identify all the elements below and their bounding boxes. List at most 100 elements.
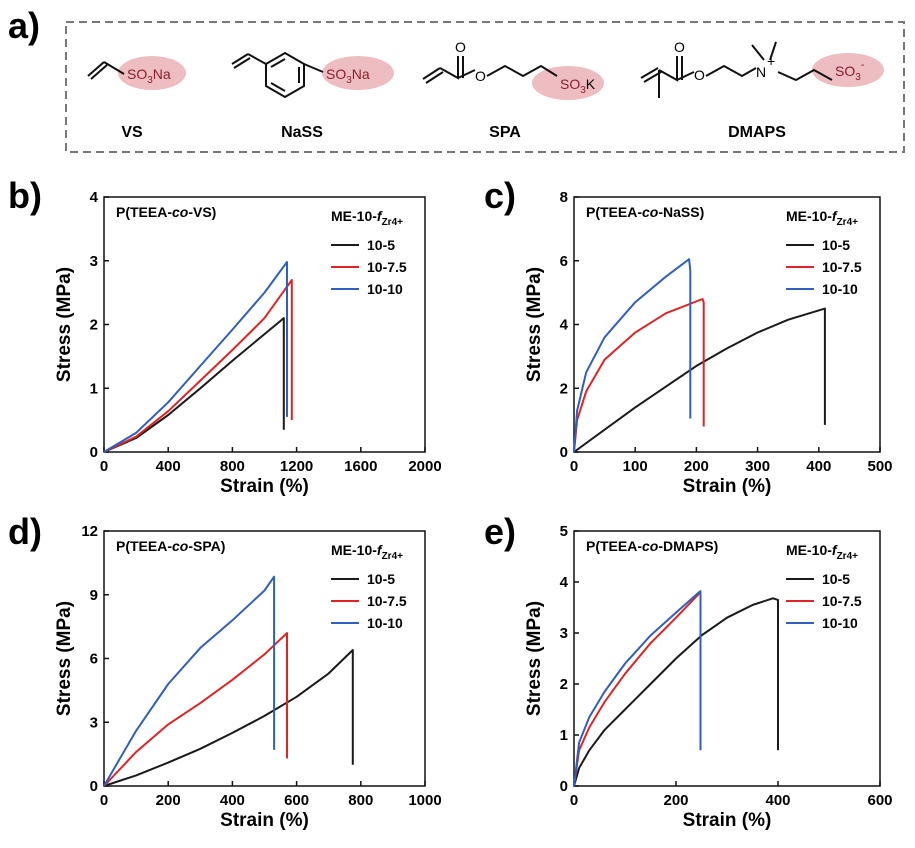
x-tick-label: 0 <box>570 792 578 809</box>
legend-label-10-5: 10-5 <box>822 237 850 253</box>
x-tick-label: 1600 <box>344 458 377 475</box>
x-axis-title: Strain (%) <box>220 810 309 831</box>
series-line-10-10 <box>573 590 702 787</box>
structure-vs <box>87 56 186 90</box>
chem-o-spa-1: O <box>455 39 466 55</box>
series-line-10-7.5 <box>103 632 288 787</box>
legend-label-10-7.5: 10-7.5 <box>822 593 862 609</box>
series-line-10-5 <box>103 317 285 453</box>
legend-label-10-7.5: 10-7.5 <box>367 259 407 275</box>
structure-nass <box>231 51 394 99</box>
y-tick-label: 0 <box>90 444 98 461</box>
x-tick-label: 2000 <box>408 458 441 475</box>
legend-title: ME-10-fZr4+ <box>786 542 858 562</box>
series-line-10-10 <box>103 575 276 787</box>
structure-label-spa: SPA <box>489 124 521 141</box>
series-line-10-7.5 <box>573 591 702 787</box>
chart-nass: 0 100 200 300 400 500 0 2 4 6 8 Strain (%) Stress (M… <box>524 189 893 497</box>
y-tick-label: 3 <box>90 714 98 731</box>
y-axis-title: Stress (MPa) <box>54 601 75 716</box>
series-line-10-5 <box>573 307 826 453</box>
chem-plus-dmaps: + <box>767 53 775 69</box>
series-line-10-7.5 <box>573 298 705 453</box>
chem-o-dmaps-1: O <box>674 39 685 55</box>
legend-title: ME-10-fZr4+ <box>786 208 858 228</box>
x-tick-label: 1200 <box>280 458 313 475</box>
x-tick-label: 800 <box>220 458 245 475</box>
y-tick-label: 0 <box>560 778 568 795</box>
legend-label-10-10: 10-10 <box>367 615 403 631</box>
chart-title: P(TEEA-co-DMAPS) <box>586 538 718 554</box>
chart-title: P(TEEA-co-SPA) <box>116 538 225 554</box>
y-tick-label: 1 <box>90 380 98 397</box>
y-tick-label: 4 <box>90 189 99 206</box>
y-tick-label: 0 <box>560 444 568 461</box>
x-tick-label: 400 <box>806 458 831 475</box>
y-tick-label: 6 <box>90 651 98 668</box>
legend-label-10-7.5: 10-7.5 <box>367 593 407 609</box>
x-tick-label: 200 <box>663 792 688 809</box>
y-tick-label: 3 <box>560 625 568 642</box>
plot-frame <box>573 530 881 787</box>
plot-frame <box>103 196 426 453</box>
chem-n-dmaps: N <box>756 64 766 80</box>
legend-label-10-10: 10-10 <box>822 281 858 297</box>
legend-label-10-5: 10-5 <box>822 571 850 587</box>
series-line-10-7.5 <box>103 278 293 453</box>
x-tick-label: 600 <box>284 792 309 809</box>
y-tick-label: 5 <box>560 523 568 540</box>
y-tick-label: 2 <box>90 317 98 334</box>
structure-spa <box>422 56 604 100</box>
panel-label-a: a) <box>8 5 40 46</box>
y-tick-label: 4 <box>560 317 569 334</box>
x-tick-label: 400 <box>156 458 181 475</box>
legend-title: ME-10-fZr4+ <box>331 208 403 228</box>
x-tick-label: 0 <box>570 458 578 475</box>
legend-label-10-5: 10-5 <box>367 237 395 253</box>
x-axis-title: Strain (%) <box>683 810 772 831</box>
chem-o-dmaps-2: O <box>694 67 705 83</box>
panel-label-c: c) <box>484 175 516 216</box>
series-line-10-5 <box>573 597 779 787</box>
chart-spa: 0 200 400 600 800 1000 0 3 6 9 12 Strain (%) Stress … <box>54 523 442 831</box>
y-tick-label: 0 <box>90 778 98 795</box>
series-line-10-10 <box>573 258 692 453</box>
y-tick-label: 2 <box>560 676 568 693</box>
x-axis-title: Strain (%) <box>220 476 309 497</box>
chart-title: P(TEEA-co-VS) <box>116 204 216 220</box>
x-tick-label: 500 <box>867 458 892 475</box>
chart-vs: 0 400 800 1200 1600 2000 0 1 2 3 4 Strain (%) Stress… <box>54 189 442 497</box>
x-tick-label: 200 <box>156 792 181 809</box>
panel-label-e: e) <box>484 511 516 552</box>
y-axis-title: Stress (MPa) <box>524 601 545 716</box>
structure-label-vs: VS <box>121 124 143 141</box>
structures-box <box>65 21 905 153</box>
series-line-10-5 <box>103 649 354 787</box>
y-tick-label: 1 <box>560 727 568 744</box>
y-tick-label: 12 <box>81 523 98 540</box>
panel-label-d: d) <box>8 511 42 552</box>
x-tick-label: 800 <box>348 792 373 809</box>
legend-label-10-10: 10-10 <box>367 281 403 297</box>
chem-so3na-vs: SO3Na <box>127 66 171 86</box>
x-tick-label: 300 <box>745 458 770 475</box>
chem-so3k-spa: SO3K <box>560 76 596 96</box>
x-tick-label: 600 <box>867 792 892 809</box>
x-axis-title: Strain (%) <box>683 476 772 497</box>
structure-label-nass: NaSS <box>281 124 323 141</box>
y-tick-label: 8 <box>560 189 568 206</box>
y-axis-title: Stress (MPa) <box>54 267 75 382</box>
y-tick-label: 3 <box>90 253 98 270</box>
structure-dmaps <box>640 41 884 98</box>
y-tick-label: 4 <box>560 574 569 591</box>
panel-label-b: b) <box>8 175 42 216</box>
y-axis-title: Stress (MPa) <box>524 267 545 382</box>
x-tick-label: 100 <box>623 458 648 475</box>
series-line-10-10 <box>103 261 288 453</box>
structure-label-dmaps: DMAPS <box>728 124 786 141</box>
legend-label-10-7.5: 10-7.5 <box>822 259 862 275</box>
chem-so3na-nass: SO3Na <box>326 66 370 86</box>
chart-title: P(TEEA-co-NaSS) <box>586 204 704 220</box>
